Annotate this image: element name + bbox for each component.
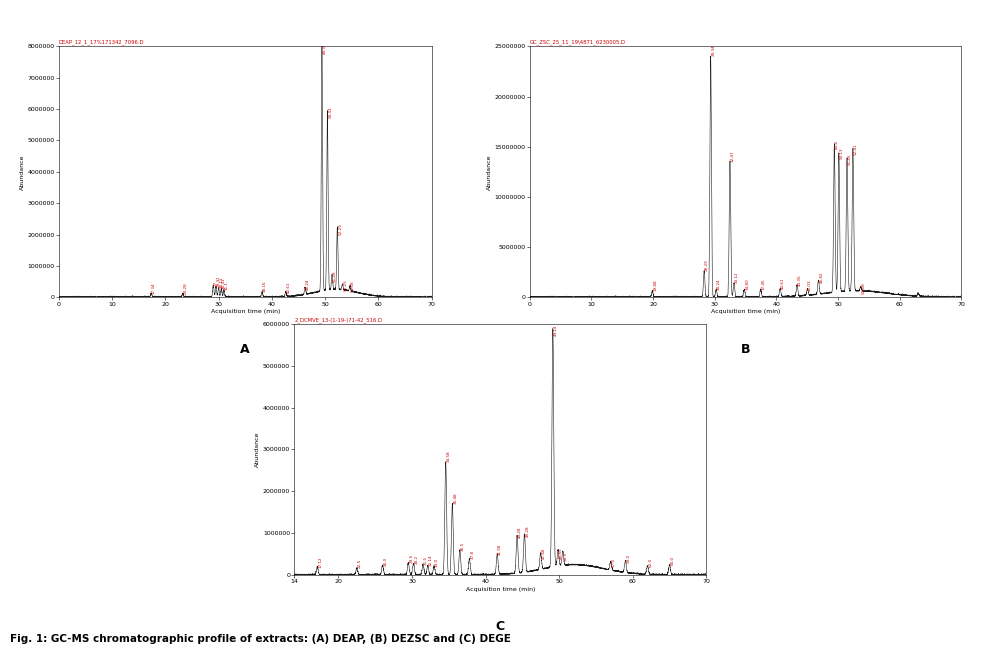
Text: 53.68: 53.68 <box>861 282 865 293</box>
Text: 31.1: 31.1 <box>225 282 229 290</box>
Text: 28.29: 28.29 <box>705 260 709 271</box>
Text: 49.4: 49.4 <box>835 140 840 149</box>
Text: 45.03: 45.03 <box>808 280 812 291</box>
Text: 17.12: 17.12 <box>319 556 323 568</box>
X-axis label: Acquisition time (min): Acquisition time (min) <box>211 309 280 315</box>
Text: 32.14: 32.14 <box>429 555 433 566</box>
Text: GC_ZSC_25_11_19\4871_6230005.D: GC_ZSC_25_11_19\4871_6230005.D <box>530 40 626 45</box>
Text: A: A <box>240 342 250 356</box>
Text: 35.48: 35.48 <box>453 492 457 504</box>
Text: 30.2: 30.2 <box>415 555 419 564</box>
Text: 23.28: 23.28 <box>183 282 187 293</box>
Text: 44.28: 44.28 <box>518 527 522 538</box>
Text: 57.0: 57.0 <box>612 558 616 566</box>
Text: 49.85: 49.85 <box>559 547 563 559</box>
Text: 65.0: 65.0 <box>671 557 675 565</box>
Text: 51.28: 51.28 <box>333 271 336 282</box>
Text: 46.82: 46.82 <box>819 272 823 284</box>
Text: 22.5: 22.5 <box>358 559 362 568</box>
Text: 51.45: 51.45 <box>848 153 852 165</box>
Text: 45.28: 45.28 <box>526 525 530 537</box>
Text: 30.24: 30.24 <box>717 278 721 290</box>
Text: 59.0: 59.0 <box>627 554 631 563</box>
Y-axis label: Abundance: Abundance <box>487 154 491 190</box>
Text: 29.34: 29.34 <box>711 45 715 56</box>
Text: 31.5: 31.5 <box>424 556 428 565</box>
Text: 46.24: 46.24 <box>306 279 310 290</box>
Text: 50.13: 50.13 <box>840 147 844 159</box>
Text: 49.36: 49.36 <box>323 42 327 54</box>
Text: 52.41: 52.41 <box>853 143 857 155</box>
Text: 50.43: 50.43 <box>329 107 333 118</box>
Text: 52.29: 52.29 <box>338 223 342 235</box>
Text: 37.45: 37.45 <box>761 278 765 290</box>
Text: 37.8: 37.8 <box>471 550 475 559</box>
Text: 26.0: 26.0 <box>384 557 387 566</box>
Text: 38.16: 38.16 <box>263 281 267 292</box>
Text: 29.5: 29.5 <box>409 554 413 563</box>
Text: B: B <box>741 342 750 356</box>
Text: 34.58: 34.58 <box>446 450 451 462</box>
Text: 17.34: 17.34 <box>152 282 156 293</box>
Text: Fig. 1: GC-MS chromatographic profile of extracts: (A) DEAP, (B) DEZSC and (C) D: Fig. 1: GC-MS chromatographic profile of… <box>10 635 511 644</box>
Text: 42.61: 42.61 <box>286 281 290 293</box>
Text: 30.11: 30.11 <box>220 277 224 288</box>
Text: 36.5: 36.5 <box>461 541 465 551</box>
Text: 49.14: 49.14 <box>554 325 558 336</box>
Text: DEAP_12_1_17%171342_7096.D: DEAP_12_1_17%171342_7096.D <box>59 40 144 45</box>
Text: 47.48: 47.48 <box>542 548 545 559</box>
Text: 19.88: 19.88 <box>653 280 657 292</box>
Text: 62.0: 62.0 <box>648 558 652 566</box>
Text: 40.61: 40.61 <box>781 278 785 289</box>
Text: 30.41: 30.41 <box>222 278 226 290</box>
Text: 27: 27 <box>214 280 218 286</box>
Text: 54.68: 54.68 <box>351 280 355 292</box>
Text: 33.0: 33.0 <box>436 558 439 567</box>
Text: 34.80: 34.80 <box>746 278 749 290</box>
X-axis label: Acquisition time (min): Acquisition time (min) <box>711 309 780 315</box>
Text: 43.35: 43.35 <box>798 275 802 286</box>
Text: C: C <box>495 620 505 633</box>
Text: 32.47: 32.47 <box>731 150 735 162</box>
Text: 33.12: 33.12 <box>735 272 739 284</box>
Y-axis label: Abundance: Abundance <box>20 154 25 190</box>
Text: 53.25: 53.25 <box>343 280 347 292</box>
Text: 41.58: 41.58 <box>498 543 502 555</box>
Text: 50.5: 50.5 <box>564 552 568 561</box>
Y-axis label: Abundance: Abundance <box>255 432 260 467</box>
Text: 29.41: 29.41 <box>217 276 221 288</box>
X-axis label: Acquisition time (min): Acquisition time (min) <box>466 587 535 592</box>
Text: 2_DCMVE_13-(1-19-)71-42_516.D: 2_DCMVE_13-(1-19-)71-42_516.D <box>294 317 383 323</box>
